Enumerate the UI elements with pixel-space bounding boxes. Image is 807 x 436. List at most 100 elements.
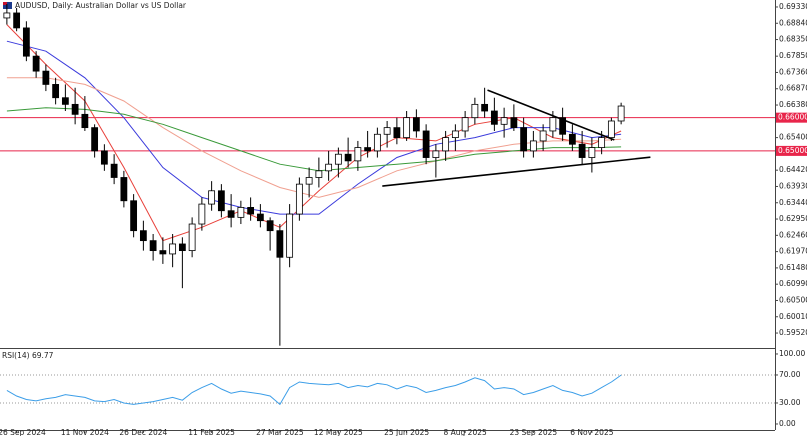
candle-body bbox=[422, 130, 430, 158]
y-tick-label: 0.68840 bbox=[779, 18, 807, 27]
candle-body bbox=[149, 240, 157, 252]
y-tick-label: 0.61480 bbox=[779, 263, 807, 272]
candle-body bbox=[71, 103, 79, 115]
candle-body bbox=[305, 177, 313, 185]
x-tick-label: 25 Jun 2025 bbox=[384, 428, 429, 436]
candle-body bbox=[520, 127, 528, 152]
y-tick-label: 0.68350 bbox=[779, 35, 807, 44]
candle-body bbox=[208, 190, 216, 205]
y-tick-label: 0.66870 bbox=[779, 84, 807, 93]
candle-body bbox=[617, 105, 625, 122]
level-tag-label: 0.66000 bbox=[778, 113, 807, 122]
y-tick-label: 0.59520 bbox=[779, 328, 807, 337]
y-tick-label: 0.67360 bbox=[779, 67, 807, 76]
y-tick-label: 0.63930 bbox=[779, 181, 807, 190]
rsi-line bbox=[6, 374, 622, 406]
candle-body bbox=[159, 250, 167, 255]
flag-icon-part bbox=[3, 2, 7, 5]
flag-icon bbox=[3, 2, 12, 9]
chart-title: AUDUSD, Daily: Australian Dollar vs US D… bbox=[15, 1, 187, 10]
rsi-y-tick-label: 70.00 bbox=[779, 370, 801, 379]
candle-body bbox=[130, 200, 138, 232]
candle-body bbox=[256, 213, 264, 222]
candle-body bbox=[315, 170, 323, 178]
x-tick-label: 26 Sep 2024 bbox=[0, 428, 46, 436]
y-tick-label: 0.64420 bbox=[779, 165, 807, 174]
candle-body bbox=[266, 220, 274, 232]
x-tick-label: 26 Dec 2024 bbox=[119, 428, 167, 436]
candle-body bbox=[598, 137, 606, 148]
y-tick-label: 0.62460 bbox=[779, 230, 807, 239]
candle-body bbox=[42, 70, 50, 85]
candle-body bbox=[52, 84, 60, 99]
candle-body bbox=[529, 140, 537, 152]
y-tick-label: 0.60990 bbox=[779, 279, 807, 288]
candle-body bbox=[32, 55, 40, 72]
candle-body bbox=[451, 130, 459, 139]
x-tick-label: 27 Mar 2025 bbox=[256, 428, 304, 436]
y-tick-label: 0.67850 bbox=[779, 51, 807, 60]
candle-body bbox=[442, 137, 450, 152]
level-tag bbox=[776, 145, 807, 156]
candle-body bbox=[461, 117, 469, 132]
candle-body bbox=[81, 113, 89, 129]
moving-average bbox=[6, 24, 622, 242]
x-tick-label: 23 Sep 2025 bbox=[510, 428, 558, 436]
candle-body bbox=[568, 133, 576, 145]
candle-body bbox=[91, 127, 99, 152]
candle-body bbox=[22, 27, 30, 57]
y-tick-label: 0.62950 bbox=[779, 214, 807, 223]
x-tick-label: 6 Nov 2025 bbox=[570, 428, 613, 436]
rsi-title: RSI(14) 69.77 bbox=[2, 351, 54, 360]
candle-body bbox=[3, 12, 11, 19]
candle-body bbox=[471, 103, 479, 119]
candle-body bbox=[61, 97, 69, 105]
candle-body bbox=[295, 183, 303, 215]
level-tag bbox=[776, 112, 807, 123]
candle-body bbox=[364, 147, 372, 152]
y-tick-label: 0.65400 bbox=[779, 133, 807, 142]
candle-body bbox=[237, 207, 245, 218]
y-tick-label: 0.60500 bbox=[779, 295, 807, 304]
candle-body bbox=[354, 147, 362, 162]
candle-body bbox=[247, 207, 255, 215]
candle-body bbox=[139, 230, 147, 242]
candle-body bbox=[325, 163, 333, 172]
x-tick-label: 11 Nov 2024 bbox=[61, 428, 109, 436]
candle-body bbox=[481, 103, 489, 112]
candle-body bbox=[490, 110, 498, 125]
candle-body bbox=[607, 120, 615, 139]
trendline bbox=[487, 89, 615, 141]
rsi-y-tick-label: 0.00 bbox=[779, 419, 796, 428]
candle-body bbox=[188, 223, 196, 252]
candle-body bbox=[393, 127, 401, 139]
candle-body bbox=[549, 117, 557, 132]
x-tick-label: 12 May 2025 bbox=[314, 428, 363, 436]
candle-body bbox=[334, 153, 342, 165]
candle-body bbox=[500, 117, 508, 125]
candle-body bbox=[383, 127, 391, 135]
level-tag-label: 0.65000 bbox=[778, 146, 807, 155]
candle-body bbox=[578, 143, 586, 158]
candle-body bbox=[559, 117, 567, 135]
candle-body bbox=[13, 12, 21, 29]
x-tick-label: 11 Feb 2025 bbox=[188, 428, 235, 436]
candle-body bbox=[276, 230, 284, 258]
trendline bbox=[382, 156, 651, 187]
candle-body bbox=[286, 213, 294, 258]
x-tick-label: 8 Aug 2025 bbox=[443, 428, 486, 436]
candle-body bbox=[227, 210, 235, 218]
rsi-y-tick-label: 30.00 bbox=[779, 398, 801, 407]
candle-body bbox=[169, 243, 177, 255]
candle-body bbox=[110, 163, 118, 178]
candle-body bbox=[178, 243, 186, 252]
candle-body bbox=[217, 190, 225, 212]
candle-body bbox=[510, 117, 518, 129]
rsi-y-tick-label: 100.00 bbox=[779, 349, 805, 358]
candle-body bbox=[198, 203, 206, 225]
y-tick-label: 0.63440 bbox=[779, 198, 807, 207]
y-tick-label: 0.69330 bbox=[779, 2, 807, 11]
